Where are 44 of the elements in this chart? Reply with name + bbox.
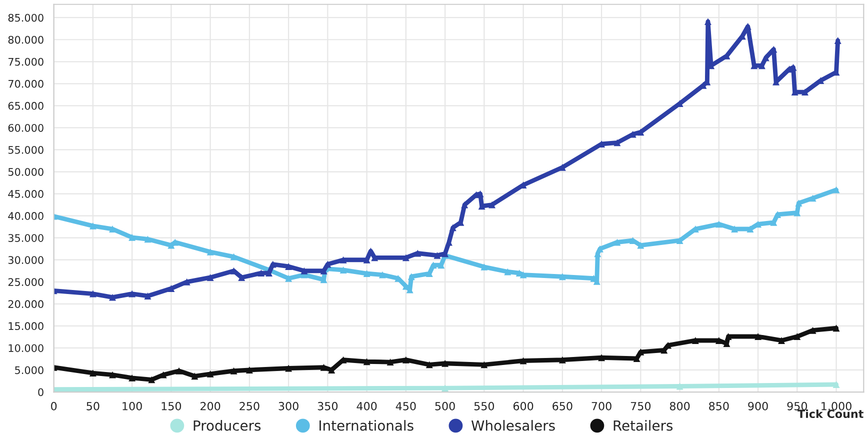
y-tick-label: 35.000 (8, 234, 44, 242)
x-tick-label: 50 (86, 402, 100, 410)
x-tick-label: 950 (787, 402, 808, 410)
x-tick-label: 700 (592, 402, 612, 410)
x-tick-label: 800 (670, 402, 690, 410)
legend-label: Internationals (320, 420, 414, 431)
x-tick-label: 750 (630, 402, 651, 410)
y-tick-label: 0 (38, 388, 44, 396)
x-tick-label: 200 (200, 402, 220, 410)
x-tick-label: 350 (318, 402, 338, 410)
y-tick-label: 50.000 (8, 168, 44, 176)
x-tick-label: 500 (435, 402, 455, 410)
x-axis-title: Tick Count (798, 409, 864, 418)
x-tick-label: 1.000 (822, 402, 852, 410)
y-tick-label: 5.000 (15, 366, 44, 374)
y-tick-label: 80.000 (8, 36, 44, 44)
x-tick-label: 150 (162, 402, 182, 410)
y-tick-label: 45.000 (8, 190, 44, 198)
y-tick-label: 10.000 (8, 344, 44, 352)
y-tick-label: 30.000 (8, 256, 44, 264)
x-tick-label: 900 (748, 402, 768, 410)
y-tick-label: 65.000 (8, 102, 44, 110)
legend-label: Retailers (614, 420, 673, 431)
x-tick-label: 450 (396, 402, 416, 410)
legend-label: Wholesalers (471, 420, 555, 431)
legend-label: Producers (194, 420, 261, 431)
y-tick-label: 85.000 (8, 14, 44, 22)
x-tick-label: 600 (513, 402, 534, 410)
y-tick-label: 60.000 (8, 124, 44, 132)
x-tick-label: 300 (278, 402, 298, 410)
y-tick-label: 75.000 (8, 58, 44, 66)
x-tick-label: 650 (552, 402, 572, 410)
y-tick-label: 20.000 (8, 300, 44, 308)
y-tick-label: 40.000 (8, 212, 44, 220)
x-tick-label: 0 (51, 402, 57, 410)
x-tick-label: 550 (474, 402, 494, 410)
x-tick-label: 850 (709, 402, 729, 410)
y-tick-label: 55.000 (8, 146, 44, 154)
y-tick-label: 25.000 (8, 278, 44, 286)
y-tick-label: 70.000 (8, 80, 44, 88)
x-tick-label: 100 (122, 402, 142, 410)
x-tick-label: 250 (240, 402, 260, 410)
y-tick-label: 15.000 (8, 322, 44, 330)
x-tick-label: 400 (356, 402, 377, 410)
